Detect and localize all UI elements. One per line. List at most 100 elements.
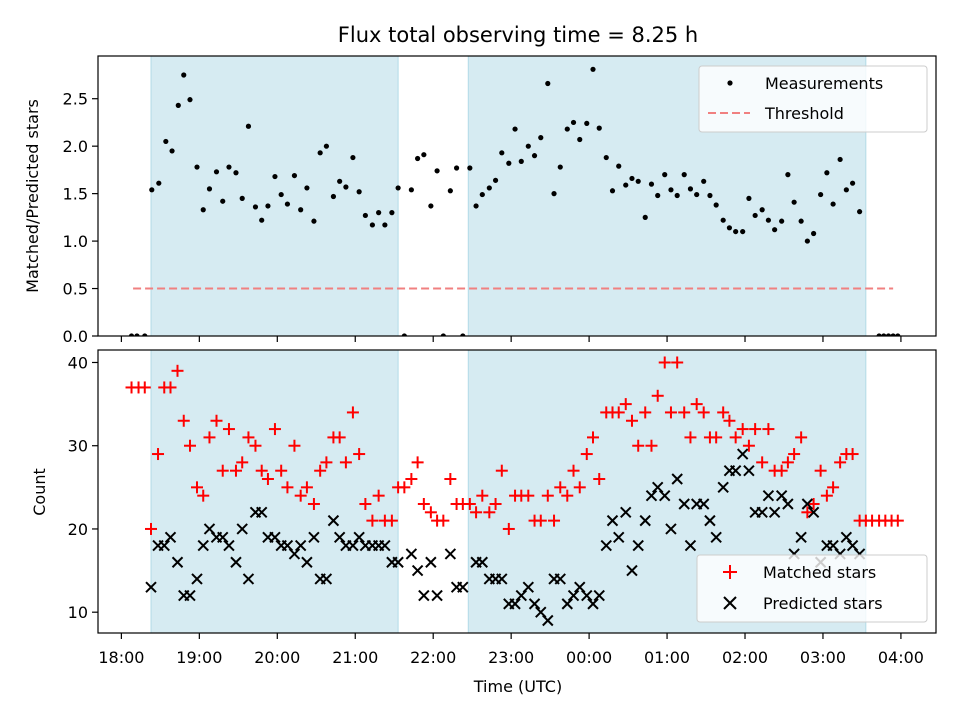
matched-star-point-68 [567, 464, 580, 477]
matched-star-point-45 [417, 497, 430, 510]
legend-measurements-marker [727, 80, 733, 86]
measurement-point-105 [811, 230, 817, 237]
predicted-star-point-42 [425, 556, 437, 568]
measurement-point-60 [518, 158, 524, 164]
matched-star-point-106 [814, 464, 827, 477]
measurement-point-80 [648, 181, 655, 187]
predicted-star-point-87 [729, 464, 742, 477]
measurement-point-12 [206, 186, 213, 192]
ratio-x-ticks [120, 336, 902, 342]
measurement-point-11 [200, 207, 206, 213]
predicted-star-point-94 [775, 489, 788, 502]
predicted-star-point-36 [379, 539, 391, 552]
matched-star-point-104 [801, 506, 814, 519]
count-y-ticks: 10 20 30 40 [68, 353, 98, 622]
predicted-star-point-24 [301, 556, 313, 568]
predicted-star-point-53 [509, 598, 521, 610]
matched-star-point-44 [411, 456, 424, 469]
matched-star-point-76 [619, 398, 632, 411]
matched-star-point-101 [781, 456, 794, 469]
measurement-point-104 [804, 238, 810, 244]
predicted-star-point-80 [684, 539, 697, 552]
matched-star-point-4 [152, 448, 165, 461]
matched-star-point-40 [385, 514, 398, 527]
x-tick-label-6: 00:00 [566, 648, 612, 667]
measurement-point-79 [642, 214, 648, 220]
matched-star-point-71 [587, 431, 600, 444]
predicted-star-point-46 [457, 581, 469, 593]
measurement-point-56 [492, 177, 499, 183]
count-y-tick-label-1: 20 [68, 520, 88, 539]
measurement-point-54 [479, 191, 485, 198]
measurement-point-102 [791, 199, 797, 205]
matched-star-point-75 [612, 406, 625, 419]
matched-star-point-29 [314, 464, 327, 477]
predicted-star-point-48 [476, 556, 489, 568]
measurement-point-108 [830, 201, 836, 207]
matched-star-point-98 [762, 423, 775, 436]
predicted-star-point-84 [710, 531, 722, 543]
matched-star-point-10 [191, 481, 204, 494]
measurement-point-62 [531, 153, 538, 159]
matched-star-point-81 [651, 389, 664, 402]
matched-star-point-64 [541, 489, 554, 502]
measurement-point-22 [272, 173, 278, 180]
measurement-point-41 [395, 185, 401, 191]
measurement-point-76 [623, 182, 629, 188]
predicted-star-point-38 [392, 556, 404, 568]
matched-star-point-14 [216, 464, 229, 477]
measurement-point-77 [629, 175, 635, 182]
measurement-point-14 [220, 198, 226, 204]
measurement-point-88 [701, 178, 707, 184]
legend-matched-marker [723, 565, 737, 579]
measurement-point-66 [557, 164, 563, 170]
predicted-star-point-82 [697, 498, 710, 510]
measurement-point-109 [837, 156, 843, 163]
predicted-star-point-3 [164, 531, 177, 543]
predicted-star-point-40 [411, 564, 424, 577]
count-y-tick-label-2: 30 [68, 437, 88, 456]
predicted-star-point-19 [269, 531, 281, 543]
x-tick-label-1: 19:00 [176, 648, 222, 667]
matched-star-point-3 [145, 522, 158, 535]
predicted-star-point-6 [184, 589, 196, 602]
matched-star-point-107 [820, 489, 833, 502]
measurement-point-7 [175, 102, 181, 108]
predicted-star-point-44 [444, 548, 457, 560]
measurement-point-95 [746, 195, 752, 201]
matched-star-point-103 [795, 431, 808, 444]
predicted-star-point-69 [613, 531, 625, 543]
matched-star-point-95 [742, 439, 755, 452]
predicted-star-point-88 [736, 448, 749, 460]
matched-star-point-43 [405, 473, 418, 486]
measurement-point-69 [577, 136, 583, 143]
predicted-star-point-15 [242, 573, 255, 585]
count-legend-box [696, 554, 928, 623]
measurement-point-113 [876, 333, 882, 336]
x-tick-label-8: 02:00 [722, 648, 768, 667]
measurement-point-116 [890, 333, 896, 336]
x-tick-label-0: 18:00 [98, 648, 144, 667]
measurement-point-15 [226, 164, 232, 170]
count-y-axis-label: Count [30, 468, 49, 516]
measurement-point-68 [570, 119, 577, 126]
count-legend: Matched stars Predicted stars [696, 554, 928, 623]
measurement-point-42 [401, 333, 407, 336]
matched-star-point-6 [164, 381, 177, 394]
measurement-point-96 [752, 212, 758, 219]
count-shaded-span-0 [150, 350, 399, 633]
ratio-y-tick-label-4: 2.0 [63, 137, 88, 156]
matched-star-point-8 [177, 414, 190, 427]
measurement-point-27 [304, 185, 310, 191]
predicted-star-point-43 [431, 589, 443, 602]
ratio-y-tick-label-0: 0.0 [63, 327, 88, 346]
measurement-point-64 [545, 80, 551, 87]
matched-star-point-27 [300, 481, 313, 494]
measurement-point-73 [603, 154, 609, 161]
matched-star-point-66 [554, 481, 567, 494]
matched-star-point-17 [236, 456, 249, 469]
matched-star-point-108 [827, 481, 840, 494]
matched-star-point-28 [307, 497, 320, 510]
measurement-point-67 [564, 126, 570, 132]
